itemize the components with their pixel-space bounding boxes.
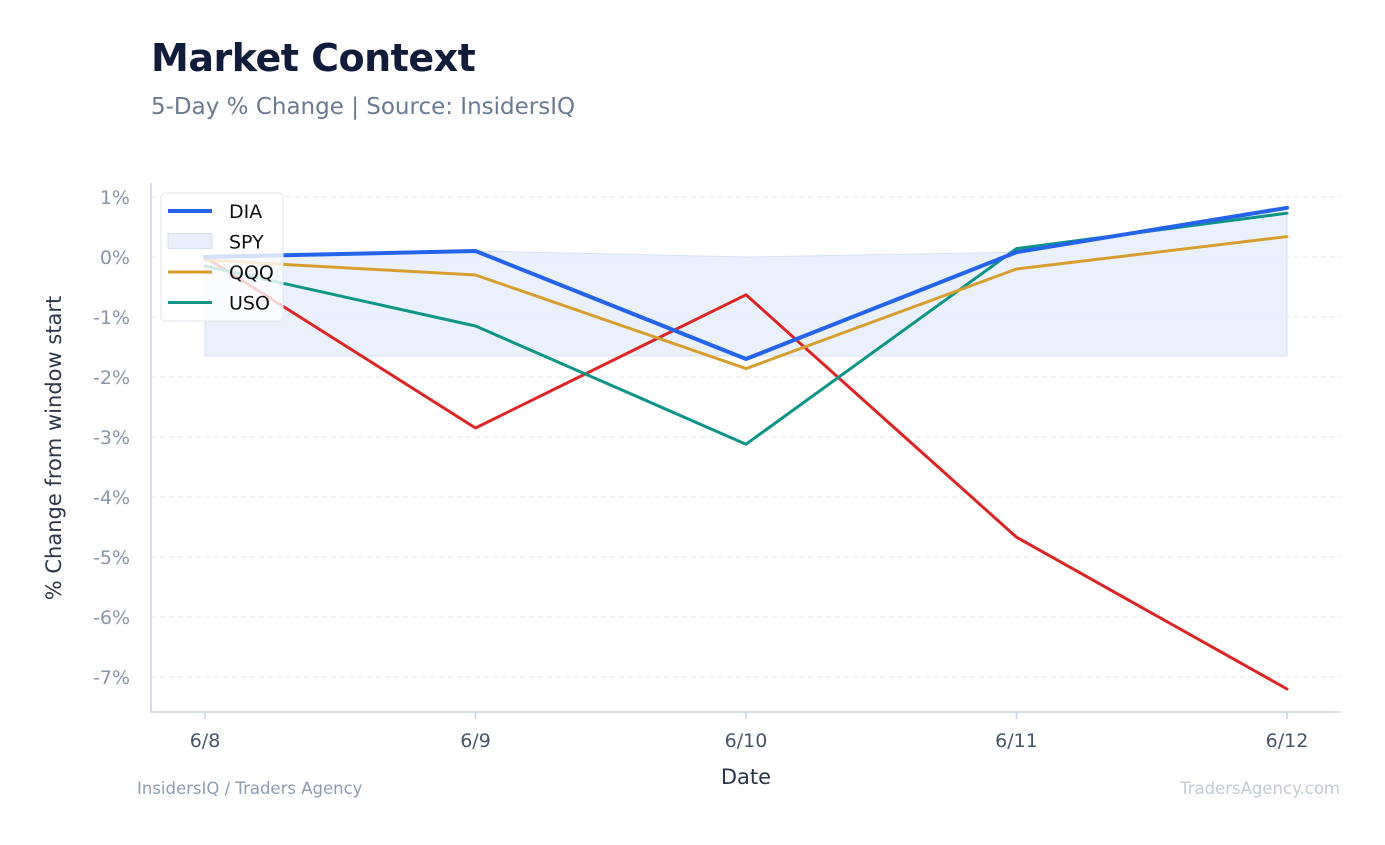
legend-swatch-spy: [167, 233, 213, 249]
y-tick-labels: 1% 0% -1% -2% -3% -4% -5% -6% -7%: [93, 187, 130, 689]
chart-subtitle: 5-Day % Change | Source: InsidersIQ: [151, 94, 576, 120]
footer-site: TradersAgency.com: [1180, 779, 1340, 798]
legend-box: [160, 192, 284, 322]
x-axis-title: Date: [721, 765, 771, 789]
legend-label-spy: SPY: [229, 232, 264, 254]
series-line-series-5: [203, 255, 1289, 691]
legend-label-qqq: QQQ: [229, 262, 274, 284]
series-band-spy: [204, 207, 1288, 357]
series-line-dia: [203, 205, 1289, 361]
series-line-qqq: [203, 235, 1289, 371]
y-tick-label: -2%: [93, 367, 130, 389]
y-tick-label: 0%: [100, 247, 130, 269]
y-tick-label: -5%: [93, 547, 130, 569]
y-tick-label: -3%: [93, 427, 130, 449]
legend: DIA SPY QQQ USO: [160, 192, 284, 322]
series-lines: [203, 205, 1289, 691]
y-tick-label: -1%: [93, 307, 130, 329]
x-tick-label: 6/9: [460, 730, 491, 752]
y-tick-label: -4%: [93, 487, 130, 509]
footer-credit: InsidersIQ / Traders Agency: [137, 779, 363, 798]
chart-title: Market Context: [151, 36, 476, 80]
x-tick-label: 6/10: [725, 730, 768, 752]
y-tick-label: 1%: [100, 187, 130, 209]
x-tick-label: 6/11: [995, 730, 1038, 752]
y-tick-label: -7%: [93, 667, 130, 689]
x-tick-label: 6/12: [1266, 730, 1309, 752]
x-tick-label: 6/8: [190, 730, 221, 752]
y-axis-title: % Change from window start: [42, 296, 66, 601]
x-tick-labels: 6/8 6/9 6/10 6/11 6/12: [190, 712, 1309, 752]
legend-label-uso: USO: [229, 293, 270, 315]
legend-label-dia: DIA: [229, 201, 262, 223]
y-tick-label: -6%: [93, 607, 130, 629]
band-layer: [204, 207, 1288, 357]
